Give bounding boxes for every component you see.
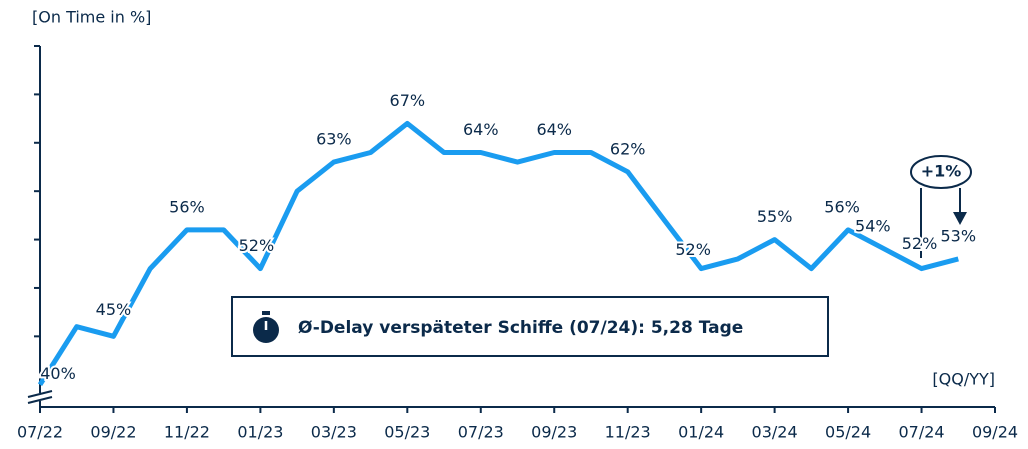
value-label: 54% xyxy=(855,217,891,236)
value-label: 62% xyxy=(610,139,646,158)
x-tick-label: 09/24 xyxy=(972,423,1018,442)
value-label: 56% xyxy=(824,197,860,216)
line xyxy=(37,120,959,387)
value-label: 45% xyxy=(96,300,132,319)
x-tick-label: 01/24 xyxy=(678,423,724,442)
value-label: 52% xyxy=(902,234,938,253)
stopwatch-icon xyxy=(253,311,279,343)
x-tick-label: 07/24 xyxy=(898,423,944,442)
x-tick-label: 11/23 xyxy=(605,423,651,442)
value-label: 56% xyxy=(169,197,205,216)
value-label: 67% xyxy=(390,91,426,110)
y-axis-label: [On Time in %] xyxy=(32,8,151,27)
x-tick-label: 05/23 xyxy=(384,423,430,442)
callout xyxy=(910,155,972,189)
value-label: 52% xyxy=(675,240,711,259)
axis-break xyxy=(27,390,53,404)
info-text: Ø-Delay verspäteter Schiffe (07/24): 5,2… xyxy=(298,318,743,338)
x-tick-label: 03/24 xyxy=(752,423,798,442)
x-axis-label: [QQ/YY] xyxy=(932,370,995,389)
value-label: 55% xyxy=(757,207,793,226)
x-tick-label: 05/24 xyxy=(825,423,871,442)
value-label: 52% xyxy=(239,236,275,255)
callout-text: +1% xyxy=(921,162,962,181)
value-label: 53% xyxy=(940,226,976,245)
value-label: 40% xyxy=(40,364,76,383)
x-tick-label: 09/22 xyxy=(90,423,136,442)
x-tick-label: 07/22 xyxy=(17,423,63,442)
x-tick-label: 07/23 xyxy=(458,423,504,442)
x-tick-label: 09/23 xyxy=(531,423,577,442)
value-label: 64% xyxy=(536,120,572,139)
x-tick-label: 03/23 xyxy=(311,423,357,442)
callout-lines xyxy=(920,188,961,258)
x-tick-label: 01/23 xyxy=(237,423,283,442)
value-label: 64% xyxy=(463,120,499,139)
value-label: 63% xyxy=(316,130,352,149)
callout-arrow xyxy=(953,212,967,225)
x-tick-label: 11/22 xyxy=(164,423,210,442)
info-box xyxy=(231,296,829,357)
